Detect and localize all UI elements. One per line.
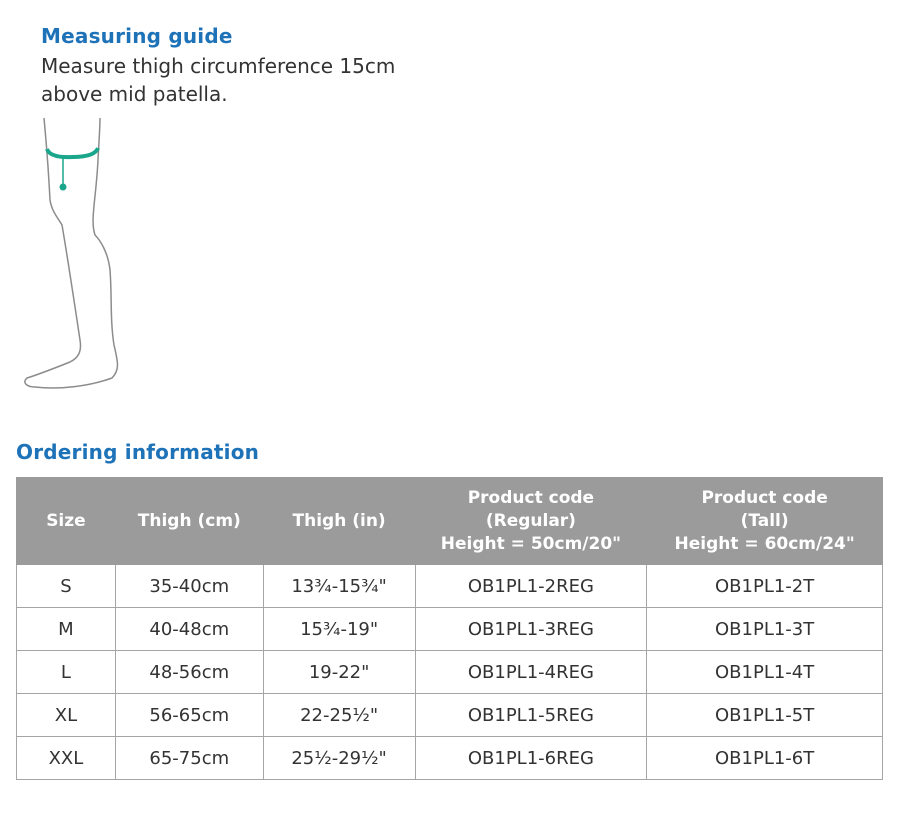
- column-header-thigh-cm: Thigh (cm): [114, 477, 264, 565]
- cell-size: XL: [16, 693, 116, 737]
- column-header-product-code-tall: Product code (Tall) Height = 60cm/24": [646, 477, 883, 565]
- cell-product-code-tall: OB1PL1-3T: [646, 607, 883, 651]
- column-header-thigh-in: Thigh (in): [262, 477, 416, 565]
- cell-thigh-in: 15¾-19": [262, 607, 416, 651]
- measurement-band: [45, 147, 100, 160]
- measuring-guide-title: Measuring guide: [41, 24, 233, 48]
- table-row: XL 56-65cm 22-25½" OB1PL1-5REG OB1PL1-5T: [16, 693, 883, 737]
- cell-thigh-in: 22-25½": [262, 693, 416, 737]
- sizing-table: Size Thigh (cm) Thigh (in) Product code (Re…: [16, 477, 883, 780]
- table-row: S 35-40cm 13¾-15¾" OB1PL1-2REG OB1PL1-2T: [16, 564, 883, 608]
- cell-thigh-cm: 40-48cm: [114, 607, 264, 651]
- cell-thigh-cm: 48-56cm: [114, 650, 264, 694]
- cell-thigh-in: 19-22": [262, 650, 416, 694]
- cell-size: XXL: [16, 736, 116, 780]
- cell-product-code-tall: OB1PL1-6T: [646, 736, 883, 780]
- cell-product-code-tall: OB1PL1-2T: [646, 564, 883, 608]
- cell-size: M: [16, 607, 116, 651]
- cell-product-code-regular: OB1PL1-5REG: [414, 693, 648, 737]
- cell-thigh-in: 25½-29½": [262, 736, 416, 780]
- cell-product-code-regular: OB1PL1-6REG: [414, 736, 648, 780]
- table-row: M 40-48cm 15¾-19" OB1PL1-3REG OB1PL1-3T: [16, 607, 883, 651]
- table-row: XXL 65-75cm 25½-29½" OB1PL1-6REG OB1PL1-6T: [16, 736, 883, 780]
- leg-measurement-illustration: [24, 117, 119, 389]
- column-header-product-code-regular: Product code (Regular) Height = 50cm/20": [414, 477, 648, 565]
- cell-thigh-cm: 56-65cm: [114, 693, 264, 737]
- cell-product-code-regular: OB1PL1-3REG: [414, 607, 648, 651]
- cell-product-code-tall: OB1PL1-5T: [646, 693, 883, 737]
- cell-thigh-cm: 65-75cm: [114, 736, 264, 780]
- cell-size: S: [16, 564, 116, 608]
- cell-thigh-cm: 35-40cm: [114, 564, 264, 608]
- table-row: L 48-56cm 19-22" OB1PL1-4REG OB1PL1-4T: [16, 650, 883, 694]
- column-header-size: Size: [16, 477, 116, 565]
- cell-product-code-tall: OB1PL1-4T: [646, 650, 883, 694]
- cell-product-code-regular: OB1PL1-2REG: [414, 564, 648, 608]
- cell-product-code-regular: OB1PL1-4REG: [414, 650, 648, 694]
- cell-thigh-in: 13¾-15¾": [262, 564, 416, 608]
- ordering-info-title: Ordering information: [16, 440, 260, 464]
- leg-outline: [24, 117, 119, 389]
- patella-marker: [59, 183, 67, 191]
- cell-size: L: [16, 650, 116, 694]
- measuring-guide-text: Measure thigh circumference 15cm above m…: [41, 54, 396, 106]
